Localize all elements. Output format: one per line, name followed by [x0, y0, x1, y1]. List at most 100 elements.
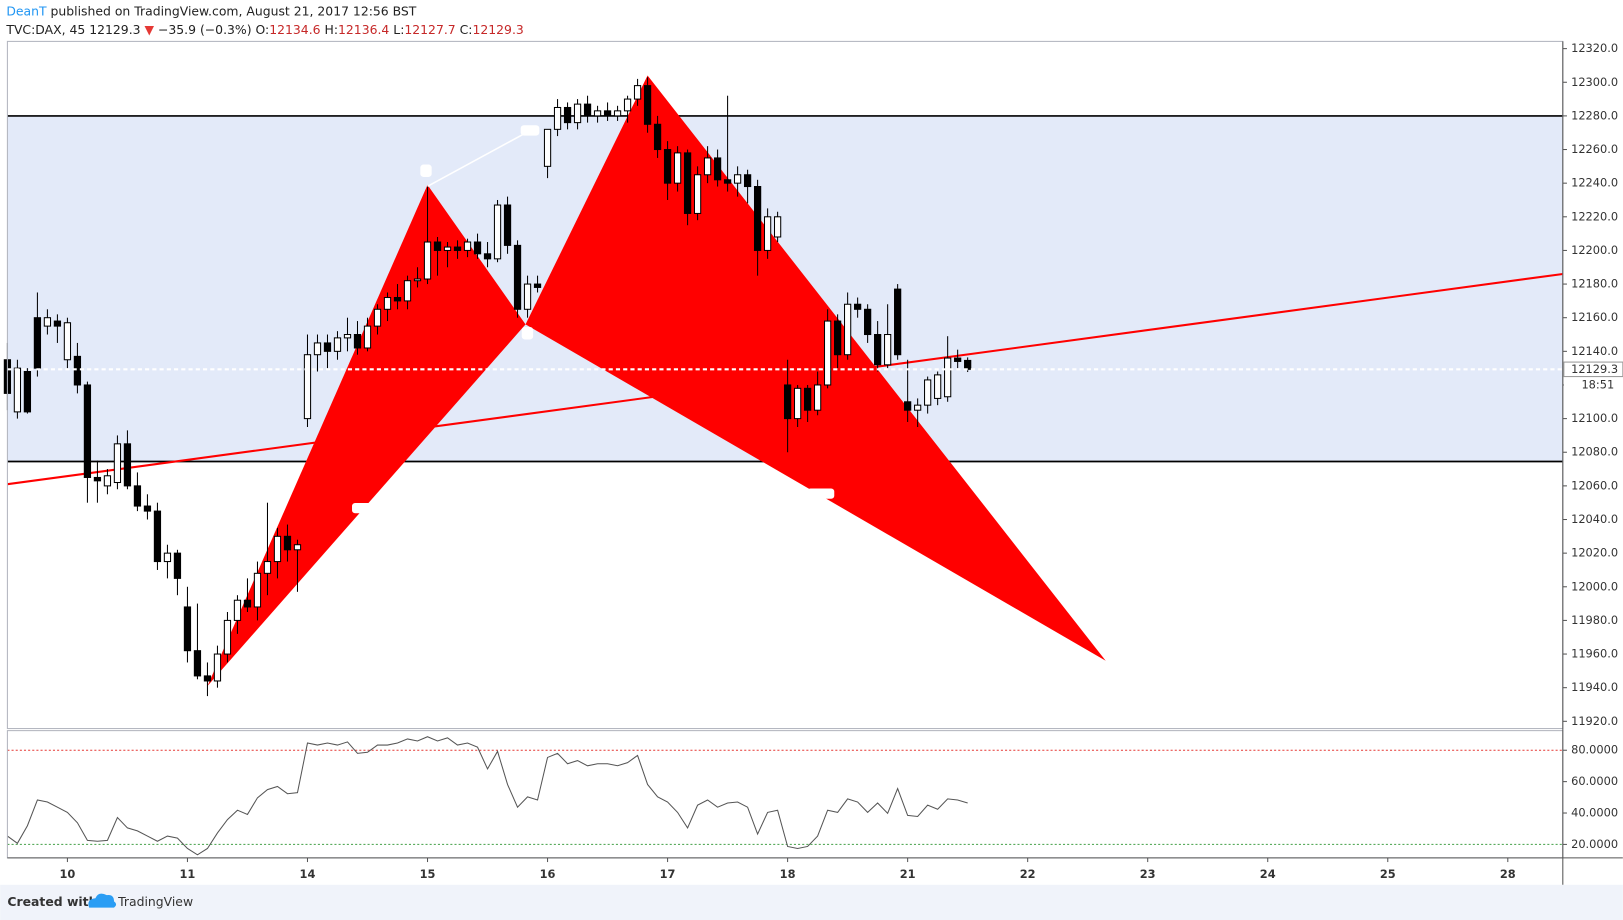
countdown-box: [1563, 377, 1623, 393]
x-tick-label: 14: [300, 867, 316, 881]
candle-body: [353, 334, 362, 349]
candle-body: [483, 253, 492, 260]
x-tick-label: 15: [420, 867, 436, 881]
candle-body: [553, 106, 562, 130]
hidden-label: [807, 488, 835, 499]
y-tick-label: 60.0000: [1571, 774, 1618, 788]
candle-body: [623, 98, 632, 112]
x-tick-label: 17: [660, 867, 676, 881]
candle-body: [803, 387, 812, 411]
candle-body: [273, 535, 282, 563]
candle-body: [253, 572, 262, 608]
price: 12129.3: [89, 22, 140, 37]
candle-body: [783, 384, 792, 420]
footer-band: [0, 884, 1623, 920]
candle-body: [713, 157, 722, 181]
candle-body: [373, 308, 382, 327]
o-label: O:: [256, 22, 270, 37]
candle-body: [13, 367, 22, 413]
symbol-line: TVC:DAX, 45 12129.3 ▼ −35.9 (−0.3%) O:12…: [5, 22, 523, 37]
candle-body: [813, 384, 822, 411]
candle-body: [613, 110, 622, 117]
candle-body: [603, 110, 612, 117]
published: published on TradingView.com, August 21,…: [51, 3, 417, 18]
y-tick-label: 11920.0: [1571, 714, 1618, 728]
x-tick-label: 28: [1500, 867, 1516, 881]
candle-body: [153, 510, 162, 563]
author: DeanT: [6, 3, 47, 18]
candle-body: [653, 123, 662, 151]
y-tick-label: 12200.0: [1571, 243, 1618, 257]
candle-layer: [3, 77, 1563, 856]
candle-body: [163, 552, 172, 563]
candle-body: [583, 103, 592, 117]
candle-body: [283, 535, 292, 551]
candle-body: [333, 337, 342, 352]
y-tick-label: 12240.0: [1571, 176, 1618, 190]
y-tick-label: 12280.0: [1571, 108, 1618, 122]
candle-body: [293, 544, 302, 551]
candle-body: [523, 283, 532, 310]
candle-body: [103, 475, 112, 487]
candle-body: [693, 174, 702, 214]
x-tick-label: 16: [540, 867, 556, 881]
candle-body: [183, 606, 192, 652]
brand-logo: [88, 893, 117, 908]
rsi-line: [7, 736, 968, 856]
brand[interactable]: TradingView: [117, 894, 193, 909]
candle-body: [443, 246, 452, 251]
candle-body: [533, 283, 542, 288]
hidden-connector: [427, 133, 524, 187]
candle-body: [403, 280, 412, 302]
candle-body: [874, 334, 882, 366]
candle-body: [133, 485, 142, 507]
candle-body: [473, 241, 482, 255]
y-tick-label: 12300.0: [1571, 75, 1618, 89]
y-tick-label: 12020.0: [1571, 546, 1618, 560]
x-tick-label: 10: [59, 867, 75, 881]
y-tick-label: 20.0000: [1571, 837, 1618, 851]
o-value: 12134.6: [269, 22, 320, 37]
last-price-label: 12129.3: [1571, 362, 1618, 376]
candle-body: [43, 317, 52, 327]
candle-body: [73, 355, 82, 386]
y-tick-label: 12040.0: [1571, 512, 1618, 526]
h-label: H:: [325, 22, 339, 37]
candle-body: [964, 359, 972, 370]
candle-body: [793, 387, 802, 420]
candle-body: [733, 174, 742, 184]
candle-body: [113, 443, 122, 484]
candle-body: [683, 152, 692, 214]
y-tick-label: 12100.0: [1571, 411, 1618, 425]
candle-body: [763, 216, 772, 251]
candle-body: [934, 374, 942, 399]
created-with: Created with: [7, 894, 97, 909]
y-tick-label: 12260.0: [1571, 142, 1618, 156]
publish-line: DeanT published on TradingView.com, Augu…: [6, 3, 416, 18]
candle-body: [723, 179, 732, 184]
x-tick-label: 11: [180, 867, 196, 881]
candle-body: [223, 619, 232, 655]
trendline: [7, 272, 1563, 486]
candle-body: [393, 297, 402, 302]
candle-body: [263, 561, 272, 574]
y-tick-label: 40.0000: [1571, 806, 1618, 820]
candle-body: [503, 204, 512, 246]
y-tick-label: 12000.0: [1571, 579, 1618, 593]
candle-body: [233, 599, 242, 621]
y-tick-label: 80.0000: [1571, 743, 1618, 757]
arrow: ▼: [144, 22, 154, 37]
candle-body: [343, 334, 352, 339]
y-tick-label: 12320.0: [1571, 41, 1618, 55]
l-value: 12127.7: [404, 22, 455, 37]
x-tick-label: 25: [1380, 867, 1396, 881]
candle-body: [954, 357, 962, 362]
candle-body: [433, 241, 442, 251]
y-tick-label: 12060.0: [1571, 478, 1618, 492]
candle-body: [323, 342, 332, 352]
candle-body: [593, 110, 602, 117]
y-tick-label: 12080.0: [1571, 445, 1618, 459]
axis-layer: Created with TradingView 11920.0 11940.0 1…: [0, 40, 1623, 920]
